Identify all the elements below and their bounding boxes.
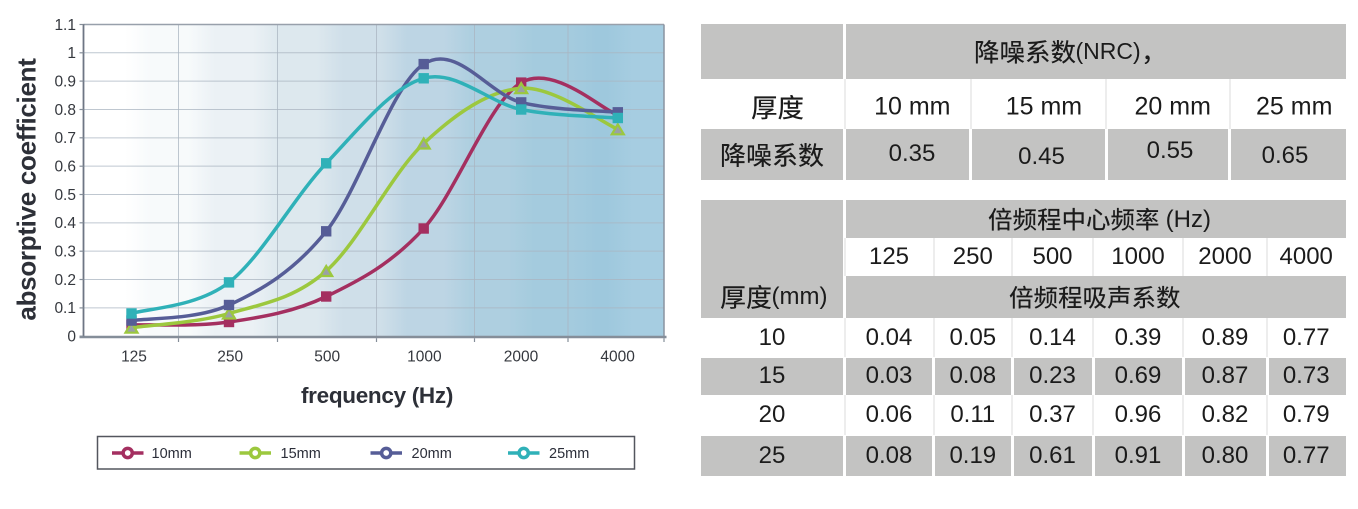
svg-text:25mm: 25mm xyxy=(549,446,589,462)
svg-text:0.7: 0.7 xyxy=(54,130,76,147)
svg-text:0.9: 0.9 xyxy=(54,73,76,90)
svg-text:absorptive coefficient: absorptive coefficient xyxy=(12,58,42,321)
svg-text:500: 500 xyxy=(314,349,340,366)
svg-text:4000: 4000 xyxy=(600,349,635,366)
svg-text:15mm: 15mm xyxy=(281,446,321,462)
svg-text:1: 1 xyxy=(67,45,76,62)
svg-text:1000: 1000 xyxy=(407,349,442,366)
svg-text:0.2: 0.2 xyxy=(54,272,76,289)
svg-text:2000: 2000 xyxy=(504,349,539,366)
svg-text:frequency (Hz): frequency (Hz) xyxy=(301,383,453,408)
svg-text:20mm: 20mm xyxy=(412,446,452,462)
svg-text:0.1: 0.1 xyxy=(54,300,76,317)
svg-text:0: 0 xyxy=(67,329,76,346)
svg-text:125: 125 xyxy=(121,349,147,366)
svg-text:10mm: 10mm xyxy=(152,446,192,462)
svg-text:0.5: 0.5 xyxy=(54,187,76,204)
svg-text:250: 250 xyxy=(217,349,243,366)
svg-text:0.6: 0.6 xyxy=(54,159,76,176)
svg-text:0.3: 0.3 xyxy=(54,244,76,261)
svg-text:1.1: 1.1 xyxy=(54,17,76,34)
svg-text:0.4: 0.4 xyxy=(54,215,76,232)
svg-text:0.8: 0.8 xyxy=(54,102,76,119)
